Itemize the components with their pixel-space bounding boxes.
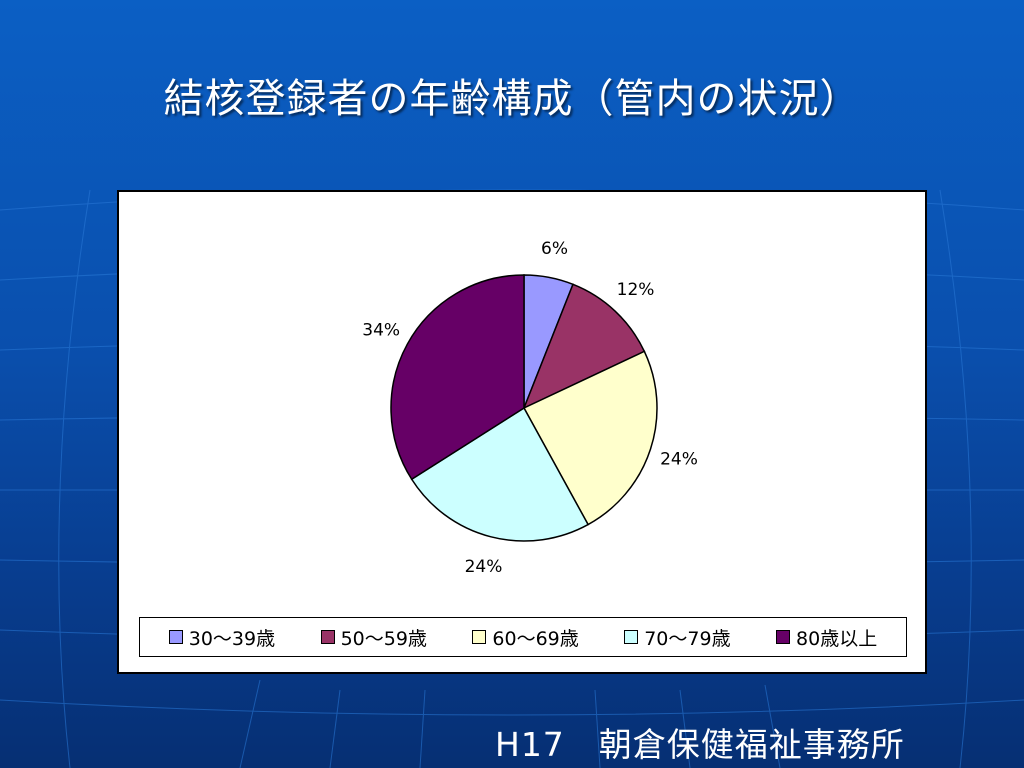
- footer-office-text: H17 朝倉保健福祉事務所: [495, 725, 905, 764]
- pie-slice-2: [522, 283, 646, 410]
- pie-data-label-5: 34%: [362, 320, 400, 340]
- legend-label-2: 50～59歳: [340, 627, 427, 650]
- legend-item-1: 30～39歳: [168, 624, 276, 651]
- legend-swatch-1: [168, 630, 183, 644]
- pie-data-label-3: 24%: [660, 449, 698, 469]
- chart-legend: 30～39歳 50～59歳 60～69歳 70～79歳 80歳以上: [139, 617, 907, 657]
- pie-data-label-1: 6%: [541, 239, 568, 259]
- pie-chart: 6% 12% 24% 24% 34%: [362, 239, 698, 577]
- legend-label-5: 80歳以上: [796, 627, 878, 650]
- legend-label-4: 70～79歳: [644, 627, 731, 650]
- pie-data-label-2: 12%: [617, 280, 655, 300]
- legend-swatch-3: [472, 630, 487, 644]
- chart-panel: 6% 12% 24% 24% 34% 30～39歳 50～59歳 60～69歳 70～79歳 8…: [117, 190, 927, 674]
- legend-item-4: 70～79歳: [624, 624, 731, 651]
- legend-item-5: 80歳以上: [776, 624, 877, 651]
- pie-slice-4: [410, 406, 590, 542]
- legend-item-3: 60～69歳: [472, 624, 579, 651]
- pie-slice-3: [522, 350, 658, 526]
- legend-item-2: 50～59歳: [320, 624, 427, 651]
- legend-swatch-5: [776, 630, 791, 644]
- pie-slice-5: [390, 274, 525, 481]
- pie-data-label-4: 24%: [465, 557, 503, 577]
- legend-swatch-4: [624, 630, 639, 644]
- legend-label-1: 30～39歳: [188, 627, 276, 650]
- slide-title: 結核登録者の年齢構成（管内の状況）: [163, 76, 861, 122]
- legend-swatch-2: [320, 630, 335, 644]
- legend-label-3: 60～69歳: [492, 627, 579, 650]
